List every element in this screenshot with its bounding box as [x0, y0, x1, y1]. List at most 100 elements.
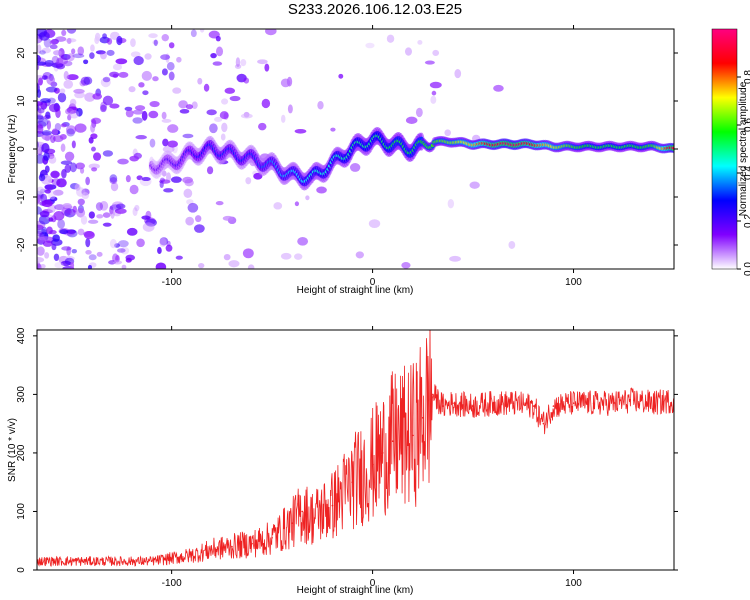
noise-blob: [77, 46, 85, 56]
noise-blob: [386, 34, 395, 43]
noise-blob: [135, 135, 147, 140]
snr-point: [592, 402, 595, 404]
noise-blob: [51, 55, 59, 66]
noise-blob: [235, 57, 241, 68]
snr-point: [351, 481, 354, 483]
noise-blob: [153, 39, 158, 47]
noise-blob: [109, 205, 114, 215]
noise-blob: [148, 33, 158, 39]
noise-blob: [63, 60, 73, 67]
noise-blob: [41, 75, 48, 80]
spectral-ridge: [148, 126, 674, 191]
noise-blob: [59, 88, 66, 94]
noise-blob: [187, 202, 199, 213]
noise-blob: [92, 93, 103, 100]
snr-x-axis: -100 0 100: [162, 326, 582, 589]
noise-blob: [84, 92, 96, 102]
snr-point: [422, 417, 424, 419]
noise-blob: [432, 49, 440, 57]
spectrogram-x-tick-label: 0: [370, 277, 376, 288]
noise-blob: [221, 122, 228, 133]
noise-blob: [102, 150, 114, 157]
snr-point: [251, 542, 253, 545]
noise-blob: [37, 146, 42, 154]
snr-point: [371, 463, 374, 466]
noise-blob: [37, 101, 44, 107]
noise-blob: [170, 176, 182, 183]
noise-blob: [165, 244, 173, 252]
noise-blob: [222, 215, 234, 221]
noise-blob: [60, 123, 67, 128]
noise-blob: [281, 114, 286, 123]
noise-blob: [132, 109, 144, 115]
noise-blob: [221, 98, 229, 105]
noise-blob: [94, 36, 100, 44]
noise-blob: [258, 122, 267, 131]
noise-blob: [112, 260, 123, 265]
noise-blob: [37, 115, 44, 120]
noise-blob: [198, 262, 205, 269]
noise-blob: [215, 200, 224, 206]
noise-blob: [37, 38, 42, 44]
noise-blob: [316, 186, 327, 194]
noise-blob: [229, 95, 241, 102]
noise-blob: [212, 61, 223, 66]
noise-blob: [183, 188, 193, 198]
noise-blob: [144, 53, 152, 60]
noise-blob: [81, 192, 89, 200]
noise-blob: [182, 133, 194, 139]
noise-blob: [264, 63, 270, 72]
noise-blob: [134, 204, 140, 212]
noise-blob: [37, 260, 41, 269]
noise-blob: [261, 98, 271, 109]
snr-point: [291, 522, 294, 524]
noise-blob: [129, 184, 139, 195]
spectrogram-x-tick-label: 100: [565, 277, 582, 288]
noise-blob: [51, 128, 59, 136]
noise-blob: [128, 86, 136, 93]
noise-blob: [66, 128, 75, 137]
noise-blob: [160, 54, 171, 60]
noise-blob: [65, 125, 77, 135]
noise-blob: [63, 79, 74, 89]
noise-blob: [142, 90, 149, 96]
noise-blob: [167, 124, 179, 133]
noise-blob: [152, 76, 159, 82]
noise-blob: [57, 219, 65, 229]
noise-blob: [228, 260, 240, 268]
noise-blob: [88, 163, 100, 169]
noise-blob: [91, 167, 98, 172]
noise-blob: [54, 262, 64, 269]
noise-blob: [215, 35, 221, 42]
snr-point: [110, 560, 113, 563]
noise-blob: [109, 103, 120, 109]
snr-point: [532, 405, 535, 407]
noise-blob: [203, 83, 210, 92]
noise-blob: [163, 188, 174, 193]
snr-point: [512, 402, 515, 404]
noise-blob: [185, 216, 194, 226]
noise-blob: [77, 228, 85, 236]
noise-blob: [116, 35, 123, 46]
noise-blob: [40, 98, 51, 104]
noise-blob: [73, 88, 85, 94]
noise-blob: [206, 109, 217, 116]
noise-blob: [215, 46, 224, 57]
noise-blob: [125, 109, 134, 118]
noise-blob: [415, 107, 423, 118]
noise-blob: [88, 254, 97, 261]
noise-blob: [51, 243, 57, 251]
snr-y-tick-label: 0: [16, 567, 27, 573]
noise-blob: [106, 38, 113, 45]
noise-blob: [59, 134, 67, 140]
noise-blob: [99, 201, 109, 211]
noise-blob: [95, 202, 104, 211]
noise-blob: [405, 116, 418, 125]
noise-blob: [61, 29, 67, 36]
noise-blob: [106, 49, 115, 56]
noise-blob: [48, 155, 57, 164]
noise-blob: [142, 222, 155, 232]
noise-blob: [126, 227, 138, 236]
noise-blob: [149, 100, 160, 108]
